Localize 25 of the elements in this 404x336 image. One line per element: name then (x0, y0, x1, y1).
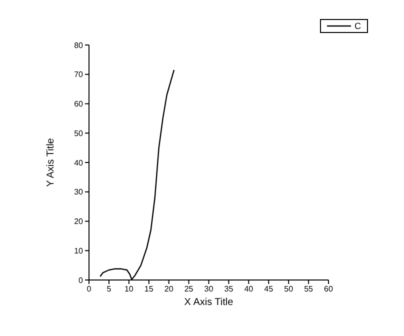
x-tick-label: 5 (106, 284, 112, 294)
y-tick-label: 80 (74, 40, 84, 50)
y-tick-label: 10 (74, 246, 84, 256)
x-tick-label: 55 (304, 284, 314, 294)
y-tick-label: 20 (74, 217, 84, 226)
x-axis-title: X Axis Title (184, 297, 234, 308)
y-tick-label: 60 (74, 100, 84, 109)
x-tick-label: 20 (164, 284, 174, 294)
x-tick-label: 45 (264, 284, 274, 294)
x-tick-label: 50 (284, 284, 294, 294)
x-tick-label: 60 (324, 284, 334, 294)
y-tick-label: 30 (74, 188, 84, 197)
x-tick-label: 25 (184, 284, 194, 294)
y-tick-label: 40 (74, 158, 84, 168)
y-tick-label: 50 (74, 128, 84, 138)
x-tick-label: 0 (86, 284, 92, 294)
x-tick-label: 15 (144, 284, 154, 294)
y-axis-title: Y Axis Title (46, 138, 57, 187)
y-tick-label: 70 (74, 70, 84, 80)
x-tick-label: 35 (224, 284, 234, 294)
x-tick-label: 30 (204, 284, 214, 294)
y-tick-label: 0 (78, 276, 84, 285)
legend-label: C (354, 21, 361, 31)
x-tick-label: 40 (244, 284, 254, 294)
x-tick-label: 10 (124, 284, 134, 294)
